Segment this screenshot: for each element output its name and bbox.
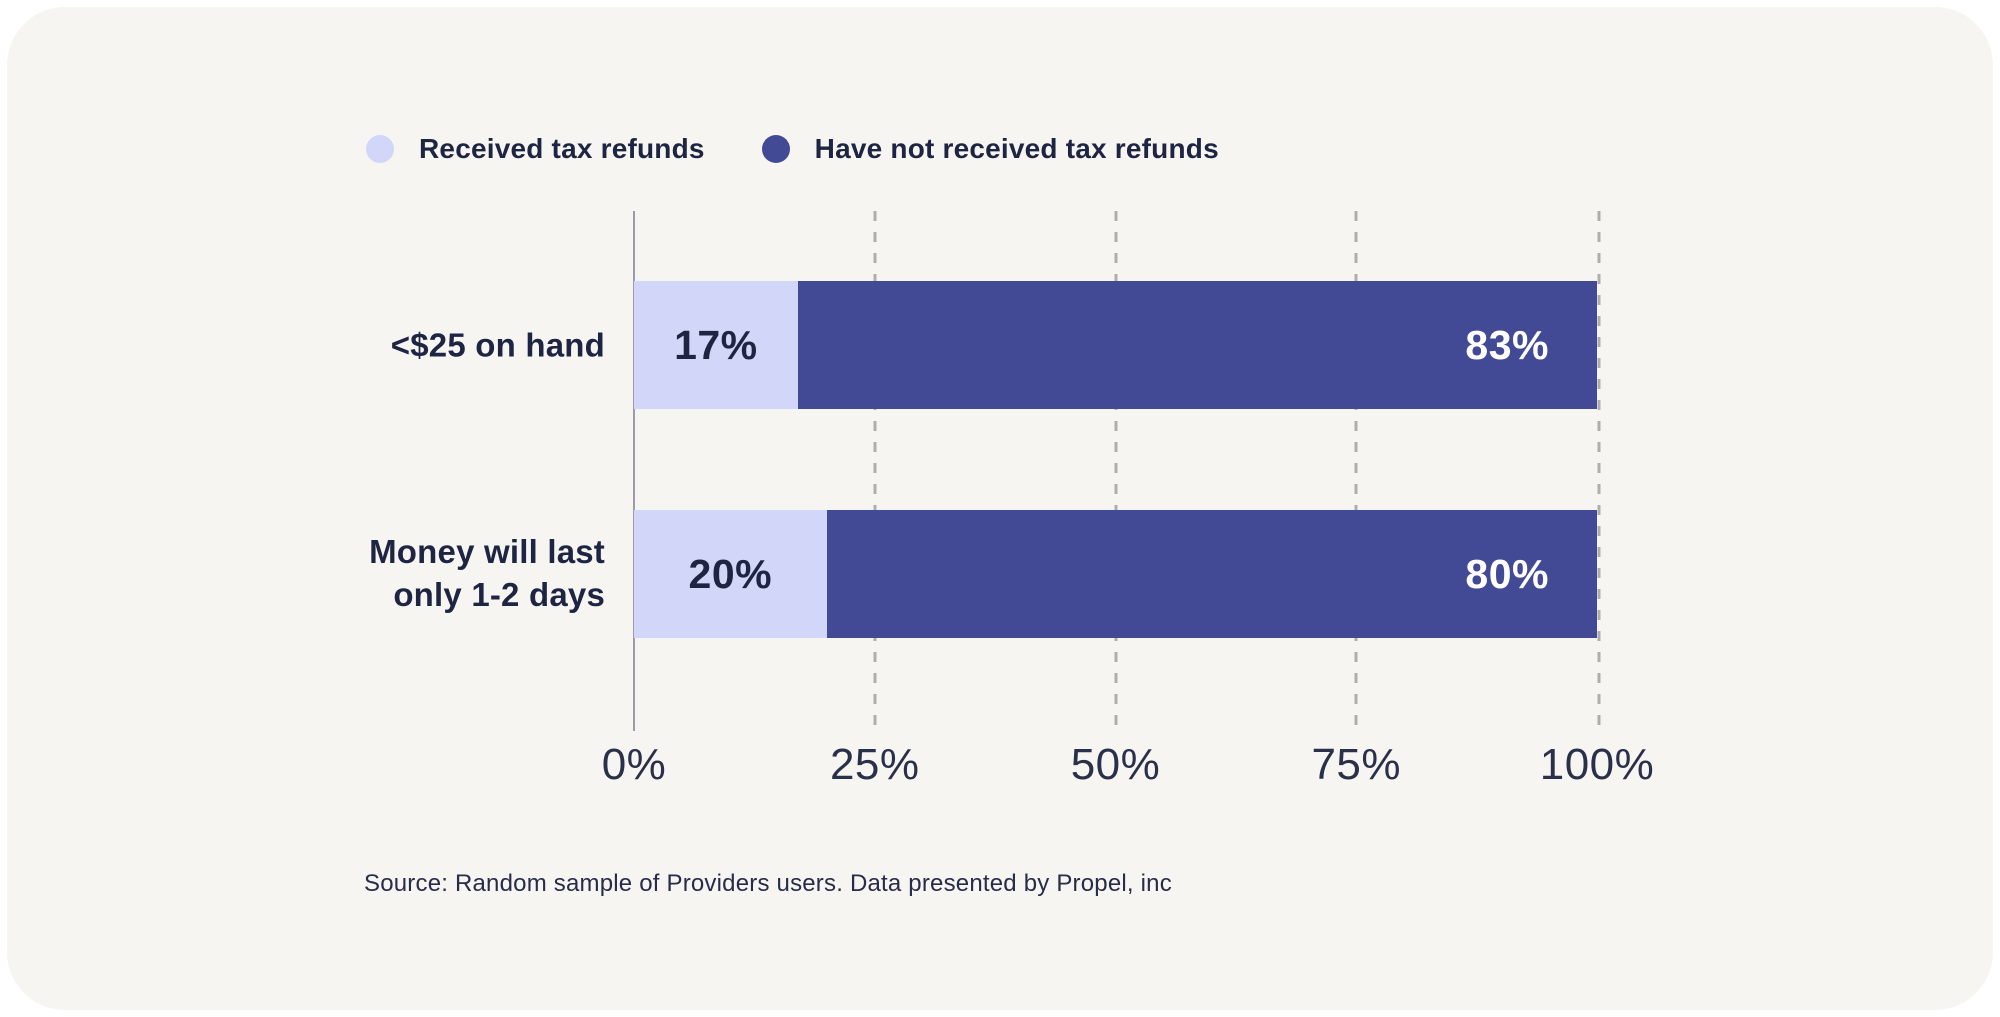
bar-row-money-will-last: 20% 80% (634, 510, 1597, 638)
plot-area: 17% 83% 20% 80% (633, 211, 1601, 731)
tick-label-75: 75% (1311, 740, 1402, 789)
bar-segment-not-received-row2: 80% (826, 510, 1597, 638)
legend-item-not-received: Have not received tax refunds (761, 133, 1219, 165)
bar-value-label: 17% (674, 321, 758, 368)
legend-swatch-not-received-icon (761, 135, 790, 163)
source-note: Source: Random sample of Providers users… (364, 870, 1172, 897)
x-axis-tick-labels: 0% 25% 50% 75% 100% (602, 740, 1654, 790)
legend-label-received: Received tax refunds (419, 133, 705, 164)
category-label-under-25-on-hand: <$25 on hand (390, 326, 605, 364)
bar-value-label: 20% (688, 550, 773, 597)
tick-label-25: 25% (829, 740, 920, 789)
gridline-100 (1597, 211, 1601, 731)
bar-segment-received-row1: 17% (634, 281, 798, 409)
bar-segment-received-row2: 20% (634, 510, 827, 638)
legend-label-not-received: Have not received tax refunds (814, 133, 1219, 164)
legend: Received tax refunds Have not received t… (366, 133, 1219, 165)
tick-label-100: 100% (1539, 740, 1655, 789)
tick-label-0: 0% (601, 740, 667, 789)
bar-value-label: 80% (1465, 550, 1549, 597)
category-label-money-will-last: Money will last only 1-2 days (369, 533, 605, 613)
gridline-75 (1354, 211, 1358, 731)
legend-item-received: Received tax refunds (366, 133, 705, 165)
y-axis-line (633, 211, 635, 731)
tick-label-50: 50% (1070, 740, 1161, 789)
gridline-25 (873, 211, 877, 731)
bar-segment-not-received-row1: 83% (797, 281, 1597, 409)
gridline-50 (1114, 211, 1117, 731)
chart-card: Received tax refunds Have not received t… (7, 7, 1993, 1010)
legend-swatch-received-icon (366, 135, 394, 163)
bar-value-label: 83% (1465, 321, 1549, 368)
bar-row-under-25-on-hand: 17% 83% (634, 281, 1597, 409)
